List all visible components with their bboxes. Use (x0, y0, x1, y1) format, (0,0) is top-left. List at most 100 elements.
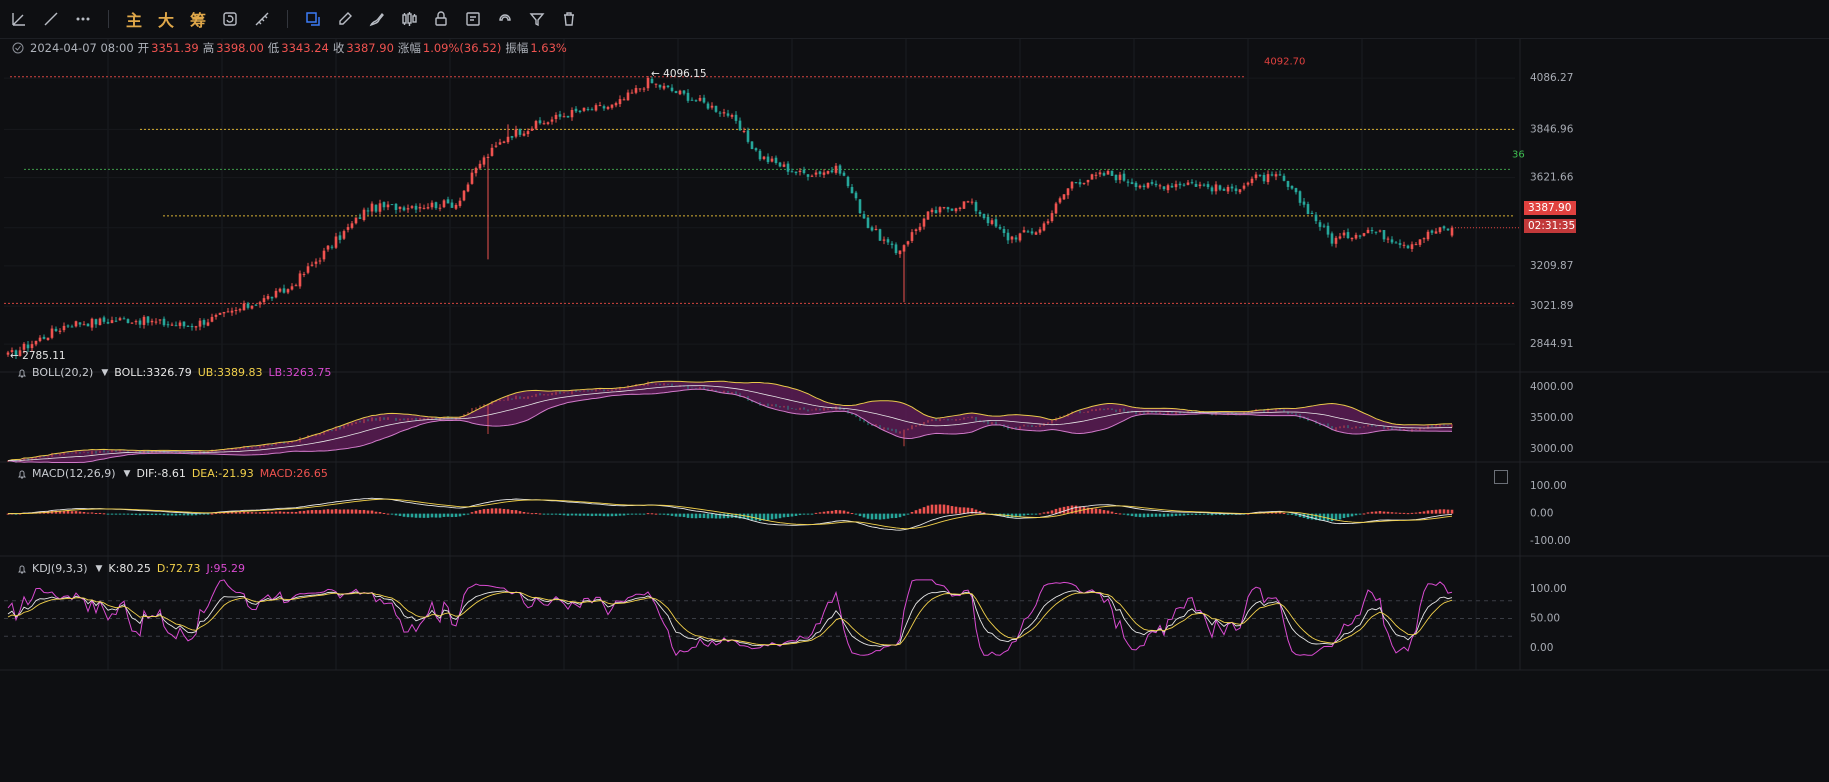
ruler-icon[interactable] (249, 6, 275, 32)
candle-body (1322, 225, 1326, 227)
macd-histogram-bar (342, 509, 346, 514)
macd-histogram-bar (958, 507, 962, 514)
toolbar: 主 大 筹 (0, 0, 1829, 39)
macd-histogram-bar (330, 509, 334, 514)
candle-body (770, 158, 774, 162)
brush-icon[interactable] (364, 6, 390, 32)
macd-histogram-bar (1206, 513, 1210, 515)
expand-icon[interactable] (1494, 470, 1508, 484)
candle-body (1286, 181, 1290, 187)
level-label-green: 36 (1512, 149, 1525, 160)
chevron-down-icon[interactable]: ▼ (101, 367, 109, 378)
main-chart-button[interactable]: 主 (125, 11, 142, 30)
macd-histogram-bar (898, 513, 902, 518)
candle-body (262, 298, 266, 303)
macd-histogram-bar (1342, 513, 1346, 518)
candle-body (942, 207, 946, 209)
candle-body (726, 113, 730, 116)
macd-histogram-bar (142, 513, 146, 515)
filter-icon[interactable] (524, 6, 550, 32)
macd-histogram-bar (154, 513, 158, 516)
chip-button[interactable]: 筹 (189, 11, 206, 30)
candle-body (602, 106, 606, 109)
macd-histogram-bar (790, 513, 794, 517)
candle-body (998, 226, 1002, 229)
macd-histogram-bar (926, 505, 930, 514)
note-icon[interactable] (460, 6, 486, 32)
open-label: 开 (137, 41, 150, 55)
copy-layout-icon[interactable] (300, 6, 326, 32)
boll-upper-line (7, 380, 1453, 462)
candle-body (866, 217, 870, 228)
last-price-tag: 3387.90 (1524, 201, 1576, 215)
candle-body (790, 171, 794, 173)
macd-histogram-bar (302, 510, 306, 514)
candle-body (334, 236, 338, 248)
more-tools-icon[interactable] (70, 6, 96, 32)
candle-body (874, 228, 878, 230)
candle-body (1414, 244, 1418, 246)
macd-histogram-bar (530, 513, 534, 515)
candle-body (1074, 182, 1078, 184)
candle-body (454, 204, 458, 209)
macd-histogram-bar (150, 513, 154, 515)
magnet-icon[interactable] (492, 6, 518, 32)
boll-mid-value: BOLL:3326.79 (114, 366, 192, 379)
pencil-icon[interactable] (332, 6, 358, 32)
line-tool-icon[interactable] (38, 6, 64, 32)
candle-body (470, 172, 474, 184)
candle-body (1058, 198, 1062, 203)
candle-body (698, 97, 702, 101)
macd-histogram-bar (802, 513, 806, 515)
candle-body (442, 200, 446, 208)
replay-icon[interactable] (217, 6, 243, 32)
macd-histogram-bar (1374, 511, 1378, 514)
price-tick-label: 3621.66 (1530, 172, 1574, 184)
candle-body (1362, 233, 1366, 236)
candle-body (846, 176, 850, 187)
candle-body (50, 328, 54, 338)
candle-body (1030, 231, 1034, 234)
macd-histogram-bar (1414, 512, 1418, 514)
candle-body (142, 316, 146, 325)
trend-line-tool-icon[interactable] (6, 6, 32, 32)
candle-body (1122, 173, 1126, 181)
candle-body (54, 328, 58, 332)
macd-histogram-bar (1126, 513, 1130, 516)
candle-body (90, 318, 94, 328)
candle-body (98, 318, 102, 326)
bell-icon[interactable] (16, 468, 28, 480)
big-order-button[interactable]: 大 (157, 11, 174, 30)
macd-histogram-bar (14, 513, 18, 515)
lock-icon[interactable] (428, 6, 454, 32)
macd-histogram-bar (642, 513, 646, 515)
chevron-down-icon[interactable]: ▼ (95, 563, 103, 574)
candle-body (402, 207, 406, 211)
candles-icon[interactable] (396, 6, 422, 32)
bell-icon[interactable] (16, 563, 28, 575)
candle-body (1294, 188, 1298, 193)
macd-histogram-bar (314, 509, 318, 514)
macd-histogram-bar (166, 513, 170, 516)
bell-icon[interactable] (16, 367, 28, 379)
macd-histogram-bar (734, 513, 738, 518)
macd-histogram-bar (630, 513, 634, 515)
candle-body (614, 103, 618, 106)
macd-histogram-bar (202, 513, 206, 515)
candle-body (1302, 201, 1306, 205)
macd-histogram-bar (546, 513, 550, 515)
chevron-down-icon[interactable]: ▼ (123, 468, 131, 479)
boll-legend: BOLL(20,2) ▼ BOLL:3326.79 UB:3389.83 LB:… (16, 366, 331, 379)
macd-histogram-bar (338, 509, 342, 514)
candle-body (714, 105, 718, 112)
macd-histogram-bar (1214, 513, 1218, 515)
macd-histogram-bar (1150, 513, 1154, 517)
candle-body (370, 203, 374, 212)
trash-icon[interactable] (556, 6, 582, 32)
macd-histogram-bar (922, 507, 926, 514)
candle-body (1194, 184, 1198, 187)
check-circle-icon (12, 42, 24, 54)
candle-body (1182, 184, 1186, 186)
macd-histogram-bar (390, 513, 394, 515)
